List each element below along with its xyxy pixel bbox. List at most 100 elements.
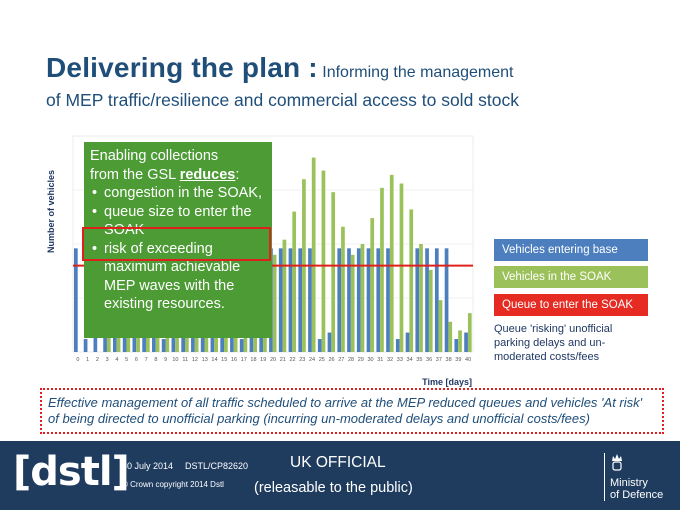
bar-vehicles-in-soak	[370, 218, 375, 352]
footer-copyright: © Crown copyright 2014 Dstl	[122, 480, 224, 489]
bar-vehicles-entering	[464, 332, 468, 352]
x-tick-label: 8	[154, 357, 157, 363]
footer-bar: [dstl] 30 July 2014 DSTL/CP82620 © Crown…	[0, 441, 680, 510]
x-tick-label: 7	[145, 357, 148, 363]
queue-note: Queue 'risking' unofficial parking delay…	[494, 323, 613, 363]
slide-subtitle: of MEP traffic/resilience and commercial…	[46, 90, 520, 110]
bar-vehicles-entering	[425, 248, 429, 352]
x-tick-label: 26	[328, 357, 334, 363]
bar-vehicles-in-soak	[331, 192, 336, 352]
bar-vehicles-in-soak	[448, 321, 453, 352]
x-tick-label: 18	[250, 357, 256, 363]
bar-vehicles-entering	[356, 248, 361, 352]
x-tick-label: 29	[358, 357, 364, 363]
bar-vehicles-in-soak	[311, 157, 316, 352]
bar-vehicles-entering	[366, 248, 371, 352]
bar-vehicles-in-soak	[380, 187, 384, 352]
x-tick-label: 9	[164, 357, 167, 363]
x-tick-label: 40	[465, 357, 471, 363]
bar-vehicles-in-soak	[321, 170, 326, 352]
x-tick-label: 33	[397, 357, 403, 363]
bar-vehicles-entering	[405, 332, 410, 352]
ministry-of-defence: Ministry of Defence	[610, 477, 663, 501]
x-tick-label: 1	[86, 357, 89, 363]
mod-divider	[604, 453, 605, 501]
x-tick-label: 17	[241, 357, 247, 363]
bullet-congestion: congestion in the SOAK,	[90, 184, 266, 203]
bar-vehicles-entering	[249, 332, 254, 352]
bar-vehicles-in-soak	[409, 209, 414, 352]
bar-vehicles-entering	[278, 248, 283, 352]
classification-label: UK OFFICIAL	[290, 454, 386, 471]
legend-entering: Vehicles entering base	[494, 239, 648, 261]
x-tick-label: 23	[299, 357, 305, 363]
releasable-label: (releasable to the public)	[254, 480, 413, 496]
bar-vehicles-entering	[327, 332, 332, 352]
x-tick-label: 0	[76, 357, 79, 363]
x-tick-label: 28	[348, 357, 354, 363]
bar-vehicles-entering	[434, 248, 439, 352]
x-tick-label: 2	[96, 357, 99, 363]
bar-vehicles-entering	[239, 339, 244, 352]
box-reduces: reduces	[179, 166, 236, 183]
x-tick-label: 35	[416, 357, 422, 363]
y-axis-label: Number of vehicles	[46, 170, 56, 253]
x-tick-label: 31	[377, 357, 383, 363]
x-tick-label: 30	[367, 357, 373, 363]
title-sub: Informing the management	[322, 64, 514, 81]
footer-date: 30 July 2014	[122, 461, 174, 471]
x-tick-label: 34	[407, 357, 413, 363]
bar-vehicles-entering	[171, 332, 176, 352]
bar-vehicles-in-soak	[292, 211, 297, 352]
x-tick-label: 21	[280, 357, 286, 363]
legend-in-soak: Vehicles in the SOAK	[494, 266, 648, 288]
x-tick-label: 37	[436, 357, 442, 363]
x-tick-label: 36	[426, 357, 432, 363]
bar-vehicles-in-soak	[399, 183, 404, 352]
x-tick-label: 5	[125, 357, 128, 363]
bullet-queue-size: queue size to enter the SOAK	[90, 203, 266, 240]
x-tick-label: 6	[135, 357, 138, 363]
x-tick-label: 3	[106, 357, 109, 363]
bar-vehicles-in-soak	[282, 239, 287, 352]
x-tick-label: 27	[338, 357, 344, 363]
dstl-logo: [dstl]	[13, 449, 130, 495]
bar-vehicles-in-soak	[467, 313, 472, 352]
bar-vehicles-in-soak	[341, 226, 345, 352]
x-tick-label: 20	[270, 357, 276, 363]
bar-vehicles-entering	[317, 339, 322, 352]
bar-vehicles-in-soak	[389, 174, 394, 352]
bar-vehicles-entering	[337, 248, 342, 352]
bar-vehicles-entering	[347, 248, 351, 352]
bar-vehicles-in-soak	[419, 244, 423, 352]
crown-crest-icon	[612, 454, 622, 471]
box-line2-prefix: from the GSL	[90, 166, 180, 183]
ministry-line1: Ministry	[610, 477, 648, 489]
footer-reference: DSTL/CP82620	[185, 461, 249, 471]
bar-vehicles-in-soak	[272, 254, 277, 352]
x-tick-label: 32	[387, 357, 393, 363]
bar-vehicles-in-soak	[438, 300, 443, 352]
x-tick-label: 16	[231, 357, 237, 363]
box-line2-suffix: :	[235, 166, 240, 183]
bar-vehicles-entering	[288, 248, 293, 352]
title-main: Delivering the plan :	[46, 52, 318, 83]
bar-vehicles-in-soak	[360, 244, 365, 352]
x-axis-label: Time [days]	[422, 377, 472, 387]
x-tick-label: 12	[192, 357, 198, 363]
effective-management-text: Effective management of all traffic sche…	[40, 388, 664, 434]
x-tick-label: 4	[115, 357, 118, 363]
x-tick-label: 13	[202, 357, 208, 363]
box-bullets: congestion in the SOAK, queue size to en…	[90, 184, 266, 314]
x-tick-label: 14	[211, 357, 217, 363]
x-tick-label: 11	[182, 357, 188, 363]
box-line1: Enabling collections	[90, 148, 219, 164]
ministry-line2: of Defence	[610, 489, 664, 501]
bar-vehicles-in-soak	[350, 254, 355, 352]
bar-vehicles-entering	[415, 248, 420, 352]
x-tick-label: 15	[221, 357, 227, 363]
slide-title: Delivering the plan : Informing the mana…	[46, 52, 666, 84]
legend-queue: Queue to enter the SOAK	[494, 294, 648, 316]
enabling-collections-box: Enabling collections from the GSL reduce…	[84, 142, 272, 338]
bar-vehicles-entering	[308, 248, 312, 352]
